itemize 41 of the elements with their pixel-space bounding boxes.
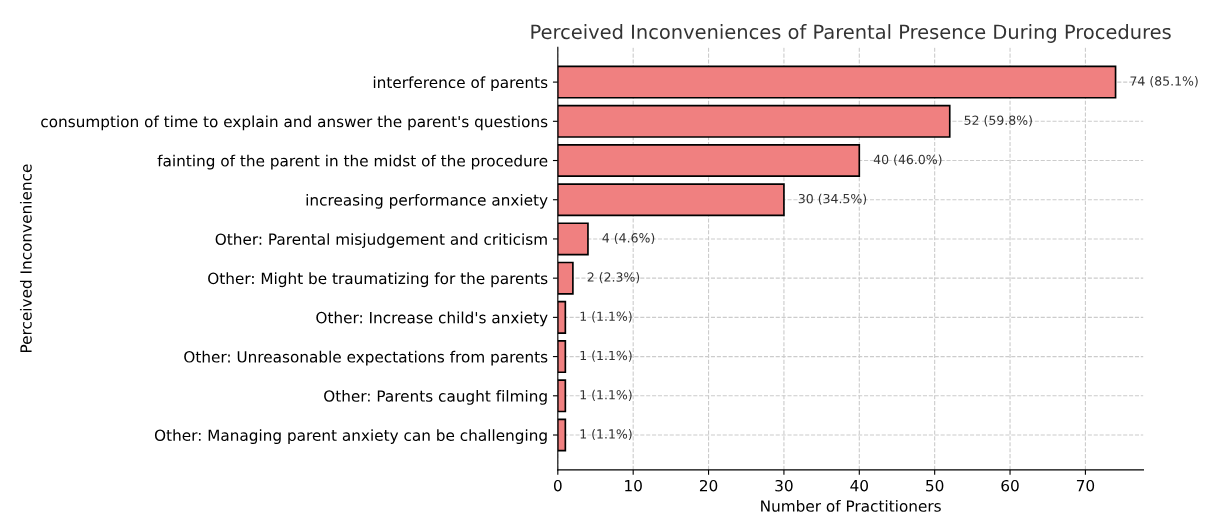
- bar: [557, 379, 567, 413]
- y-tick-label: consumption of time to explain and answer the parent's questions: [41, 115, 548, 131]
- y-tick-label: Other: Might be traumatizing for the parents: [208, 272, 548, 288]
- bar: [557, 104, 951, 138]
- bar: [557, 65, 1117, 99]
- y-tick-label: Other: Increase child's anxiety: [316, 311, 548, 327]
- x-tick-label: 50: [926, 479, 944, 492]
- bar: [557, 144, 861, 178]
- x-tick-label: 60: [1001, 479, 1019, 492]
- data-label: 30 (34.5%): [798, 193, 867, 205]
- chart-title: Perceived Inconveniences of Parental Presence During Procedures: [531, 24, 1171, 43]
- data-label: 74 (85.1%): [1130, 76, 1198, 88]
- bar: [557, 300, 567, 334]
- x-tick-label: 40: [850, 479, 868, 492]
- data-label: 40 (46.0%): [873, 154, 942, 166]
- x-tick-label: 0: [553, 479, 562, 492]
- data-label: 1 (1.1%): [580, 311, 632, 323]
- bar: [557, 340, 567, 374]
- x-tick-label: 70: [1076, 479, 1095, 492]
- x-tick-label: 10: [625, 479, 642, 492]
- data-label: 4 (4.6%): [602, 232, 655, 245]
- y-tick-label: Other: Parents caught filming: [324, 389, 547, 405]
- y-tick-label: interference of parents: [373, 76, 548, 92]
- data-label: 52 (59.8%): [964, 115, 1032, 127]
- x-axis-title: Number of Practitioners: [761, 499, 941, 512]
- data-label: 2 (2.3%): [587, 272, 640, 284]
- x-tick-label: 20: [699, 479, 718, 492]
- y-tick-label: Other: Unreasonable expectations from parents: [184, 350, 548, 366]
- bar: [557, 261, 574, 295]
- data-label: 1 (1.1%): [580, 389, 632, 401]
- data-label: 1 (1.1%): [580, 350, 632, 362]
- y-tick-label: fainting of the parent in the midst of the procedure: [157, 154, 548, 170]
- data-label: 1 (1.1%): [580, 428, 632, 441]
- bar: [557, 222, 589, 256]
- y-tick-label: Other: Managing parent anxiety can be challenging: [154, 429, 547, 444]
- x-tick-label: 30: [775, 479, 793, 492]
- y-axis-title: Perceived Inconvenience: [19, 164, 32, 353]
- y-tick-label: increasing performance anxiety: [306, 193, 548, 209]
- y-tick-label: Other: Parental misjudgement and criticism: [215, 233, 547, 248]
- bar: [557, 418, 567, 452]
- bar: [557, 183, 785, 217]
